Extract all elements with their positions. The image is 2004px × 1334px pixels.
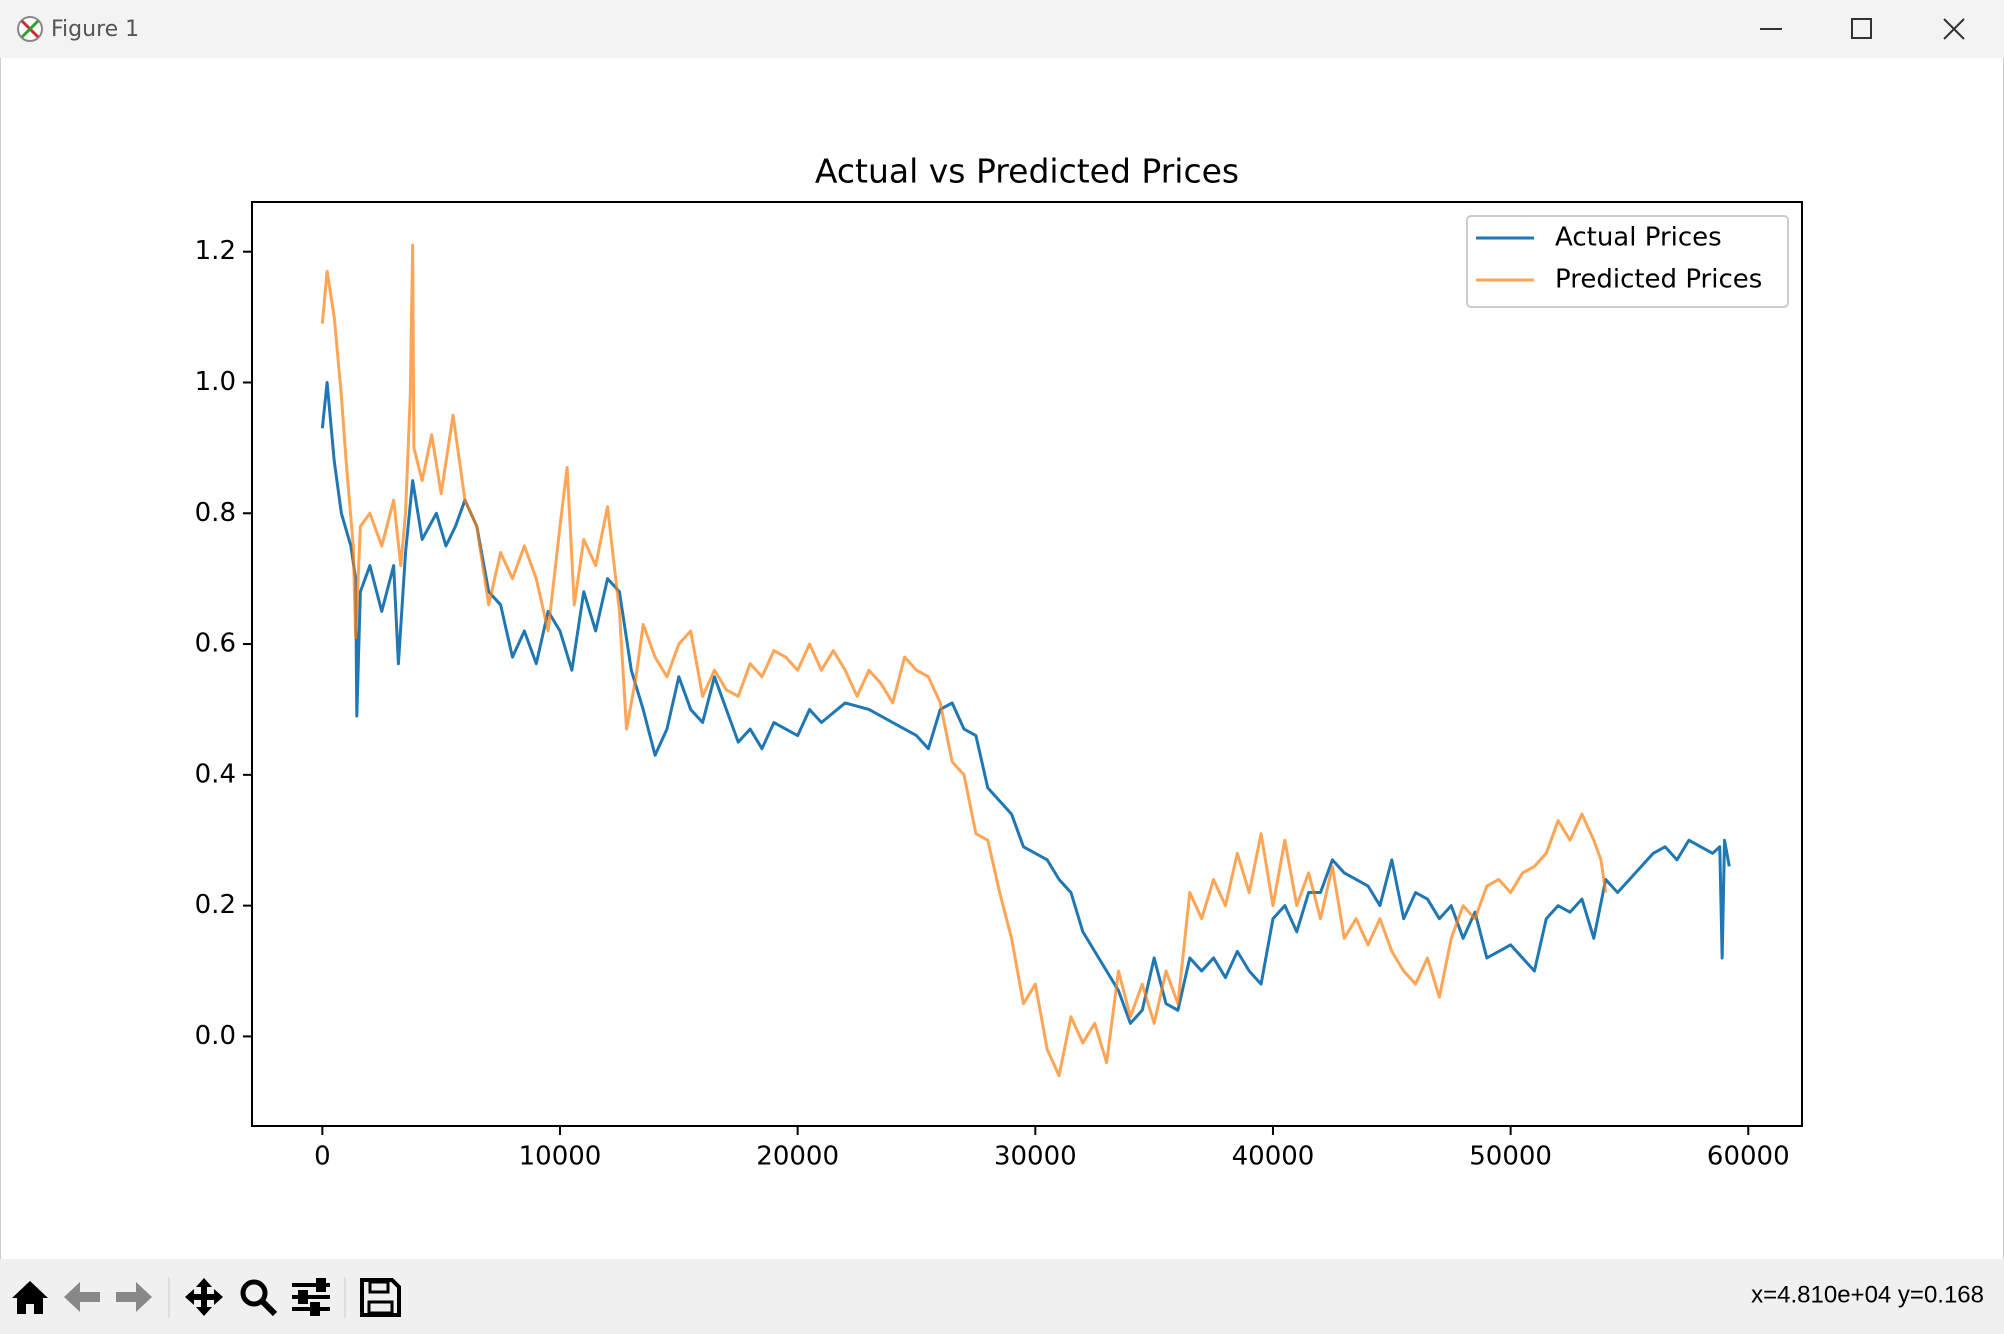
y-tick-label: 1.0 xyxy=(195,367,236,397)
close-button[interactable] xyxy=(1943,18,1965,40)
toolbar xyxy=(0,1259,2004,1334)
series-line xyxy=(320,380,1731,1025)
y-tick-label: 0.4 xyxy=(195,759,236,789)
x-tick-label: 0 xyxy=(314,1142,331,1172)
legend-box xyxy=(1466,215,1789,308)
x-tick-label: 30000 xyxy=(994,1142,1077,1172)
pan-button[interactable] xyxy=(185,1278,223,1316)
x-tick-label: 10000 xyxy=(519,1142,602,1172)
x-tick-label: 50000 xyxy=(1469,1142,1552,1172)
save-button[interactable] xyxy=(360,1278,401,1317)
x-tick-label: 60000 xyxy=(1707,1142,1790,1172)
legend-label: Predicted Prices xyxy=(1555,265,1762,295)
configure-button[interactable] xyxy=(292,1278,330,1316)
y-tick-label: 0.0 xyxy=(195,1021,236,1051)
maximize-button[interactable] xyxy=(1851,18,1872,39)
x-tick-label: 20000 xyxy=(756,1142,839,1172)
y-tick-label: 0.6 xyxy=(195,629,236,659)
legend-label: Actual Prices xyxy=(1555,223,1722,253)
y-tick-label: 0.8 xyxy=(195,498,236,528)
title-bar xyxy=(0,0,2004,58)
series-line xyxy=(320,243,1608,1078)
y-tick-label: 1.2 xyxy=(195,236,236,266)
forward-button[interactable] xyxy=(116,1282,152,1312)
app-icon xyxy=(17,16,43,42)
plot-area xyxy=(251,201,1803,1127)
x-tick-label: 40000 xyxy=(1232,1142,1315,1172)
y-tick-label: 0.2 xyxy=(195,890,236,920)
back-button[interactable] xyxy=(64,1282,100,1312)
chart-title: Actual vs Predicted Prices xyxy=(815,152,1239,191)
status-text: x=4.810e+04 y=0.168 xyxy=(1751,1281,1984,1308)
home-button[interactable] xyxy=(12,1281,48,1314)
zoom-button[interactable] xyxy=(240,1279,278,1317)
window-title: Figure 1 xyxy=(51,17,139,42)
